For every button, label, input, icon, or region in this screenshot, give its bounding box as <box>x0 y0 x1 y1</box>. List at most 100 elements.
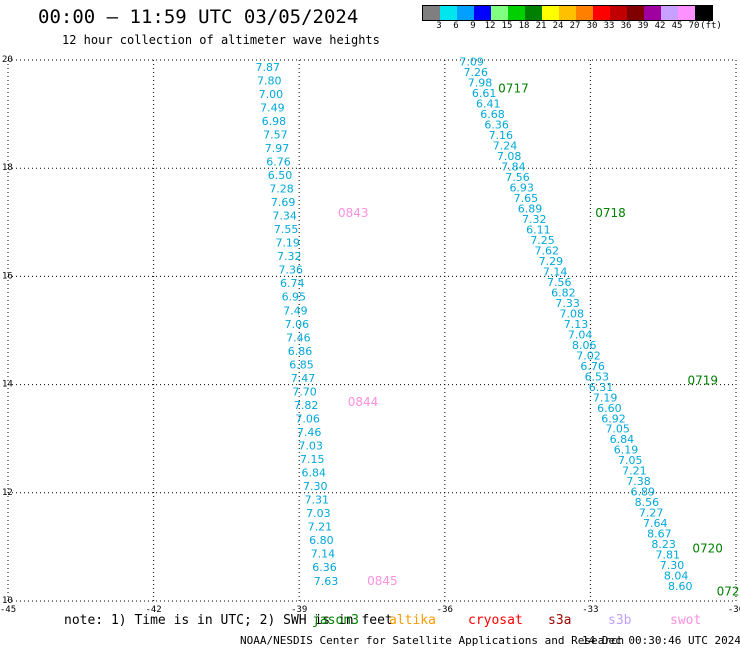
wave-height-value: 7.32 <box>277 250 302 263</box>
wave-height-value: 6.93 <box>509 181 534 194</box>
wave-height-value: 7.05 <box>605 423 630 436</box>
wave-height-value: 7.19 <box>593 391 618 404</box>
color-swatch-5 <box>508 6 525 20</box>
footer-timestamp: 14 Dec 00:30:46 UTC 2024 <box>582 634 740 647</box>
wave-height-value: 7.34 <box>272 210 297 223</box>
wave-height-value: 7.62 <box>534 244 559 257</box>
wave-height-value: 6.36 <box>484 118 509 131</box>
wave-height-value: 6.95 <box>282 291 307 304</box>
wave-height-value: 6.11 <box>526 223 551 236</box>
units-note: note: 1) Time is in UTC; 2) SWH is in fe… <box>64 613 393 628</box>
wave-height-value: 7.70 <box>292 385 317 398</box>
legend-cryosat: cryosat <box>468 613 523 628</box>
wave-height-value: 7.28 <box>269 183 294 196</box>
page-subtitle: 12 hour collection of altimeter wave hei… <box>62 33 380 47</box>
pass-time-label: 0845 <box>367 574 398 588</box>
wave-height-value: 6.98 <box>262 115 287 128</box>
wave-height-value: 7.26 <box>464 66 489 79</box>
wave-height-value: 7.27 <box>639 507 664 520</box>
wave-height-value: 6.61 <box>472 87 497 100</box>
wave-height-value: 6.36 <box>312 561 337 574</box>
wave-height-value: 7.03 <box>306 507 331 520</box>
pass-time-label: 0719 <box>687 374 718 388</box>
color-scale-label: 36 <box>620 21 632 31</box>
wave-height-value: 6.82 <box>551 286 576 299</box>
wave-height-value: 7.65 <box>514 192 539 205</box>
color-swatch-3 <box>474 6 491 20</box>
wave-height-value: 7.82 <box>294 399 319 412</box>
wave-height-value: 7.06 <box>295 412 320 425</box>
x-tick-label: -39 <box>291 605 307 615</box>
wave-height-value: 7.02 <box>576 349 601 362</box>
color-scale-label: (ft) <box>700 21 722 31</box>
color-scale-label: 9 <box>470 21 476 31</box>
wave-height-value: 8.60 <box>668 580 693 593</box>
wave-height-value: 6.92 <box>601 412 626 425</box>
satellite-tracks: 7.877.807.007.496.987.577.976.766.507.28… <box>256 55 693 593</box>
wave-height-value: 7.98 <box>468 76 493 89</box>
color-scale-label: 21 <box>535 21 547 31</box>
pass-time-labels: 0717 0718 0719 0720 072 0843 0844 0845 <box>338 81 739 598</box>
wave-height-value: 7.25 <box>530 234 555 247</box>
wave-height-value: 7.87 <box>256 61 281 74</box>
color-scale-label: 18 <box>518 21 530 31</box>
wave-height-value: 6.41 <box>476 97 501 110</box>
wave-height-value: 7.64 <box>643 517 668 530</box>
color-swatch-15 <box>678 6 695 20</box>
wave-height-value: 7.16 <box>489 129 513 142</box>
legend-altika: altika <box>389 613 436 628</box>
wave-height-value: 7.69 <box>271 196 296 209</box>
wave-height-value: 7.15 <box>300 453 325 466</box>
color-scale-label: 33 <box>603 21 615 31</box>
wave-height-value: 7.47 <box>291 372 316 385</box>
wave-height-value: 7.31 <box>305 494 330 507</box>
color-scale-bar <box>422 5 713 21</box>
color-scale-label: 70 <box>688 21 700 31</box>
wave-height-value: 6.50 <box>268 169 293 182</box>
pass-time-label: 072 <box>717 585 740 599</box>
wave-height-value: 7.56 <box>547 276 572 289</box>
color-swatch-0 <box>423 6 440 20</box>
wave-height-value: 6.76 <box>580 360 605 373</box>
color-swatch-1 <box>440 6 457 20</box>
color-swatch-2 <box>457 6 474 20</box>
color-swatch-7 <box>542 6 559 20</box>
wave-height-value: 6.19 <box>614 444 639 457</box>
pass-time-label: 0843 <box>338 206 369 220</box>
wave-height-value: 7.55 <box>274 223 299 236</box>
color-scale-label: 42 <box>654 21 666 31</box>
wave-height-value: 7.24 <box>493 139 518 152</box>
wave-height-value: 6.89 <box>630 486 655 499</box>
wave-height-value: 7.14 <box>311 548 336 561</box>
wave-height-value: 6.31 <box>589 381 614 394</box>
pass-time-label: 0720 <box>692 541 723 555</box>
color-scale-label: 15 <box>501 21 513 31</box>
wave-height-value: 8.06 <box>572 339 597 352</box>
wave-height-value: 7.00 <box>259 88 284 101</box>
axis-ticks: -45 -42 -39 -36 -33 -30 20 18 16 14 12 10 <box>0 55 740 615</box>
wave-height-value: 7.80 <box>257 74 282 87</box>
wave-height-value: 8.23 <box>651 538 676 551</box>
wave-height-value: 6.68 <box>480 108 505 121</box>
wave-height-value: 7.04 <box>568 328 593 341</box>
color-scale-label: 39 <box>637 21 649 31</box>
wave-height-value: 7.97 <box>265 142 290 155</box>
wave-height-value: 7.38 <box>626 475 651 488</box>
legend-swot: swot <box>670 613 702 628</box>
pass-time-label: 0717 <box>498 81 529 95</box>
wave-height-value: 6.53 <box>585 370 610 383</box>
x-tick-label: -33 <box>582 605 598 615</box>
wave-height-value: 7.33 <box>555 297 580 310</box>
color-scale-label: 24 <box>552 21 564 31</box>
wave-height-value: 8.56 <box>635 496 660 509</box>
y-tick-label: 12 <box>2 488 13 498</box>
color-swatch-13 <box>644 6 661 20</box>
color-swatch-4 <box>491 6 508 20</box>
color-scale-label: 6 <box>453 21 459 31</box>
y-tick-label: 14 <box>2 380 13 390</box>
y-tick-label: 20 <box>2 55 13 65</box>
wave-height-value: 7.13 <box>564 318 589 331</box>
legend-s3a: s3a <box>548 613 572 628</box>
wave-height-value: 7.49 <box>260 101 285 114</box>
wave-height-value: 7.46 <box>286 331 311 344</box>
